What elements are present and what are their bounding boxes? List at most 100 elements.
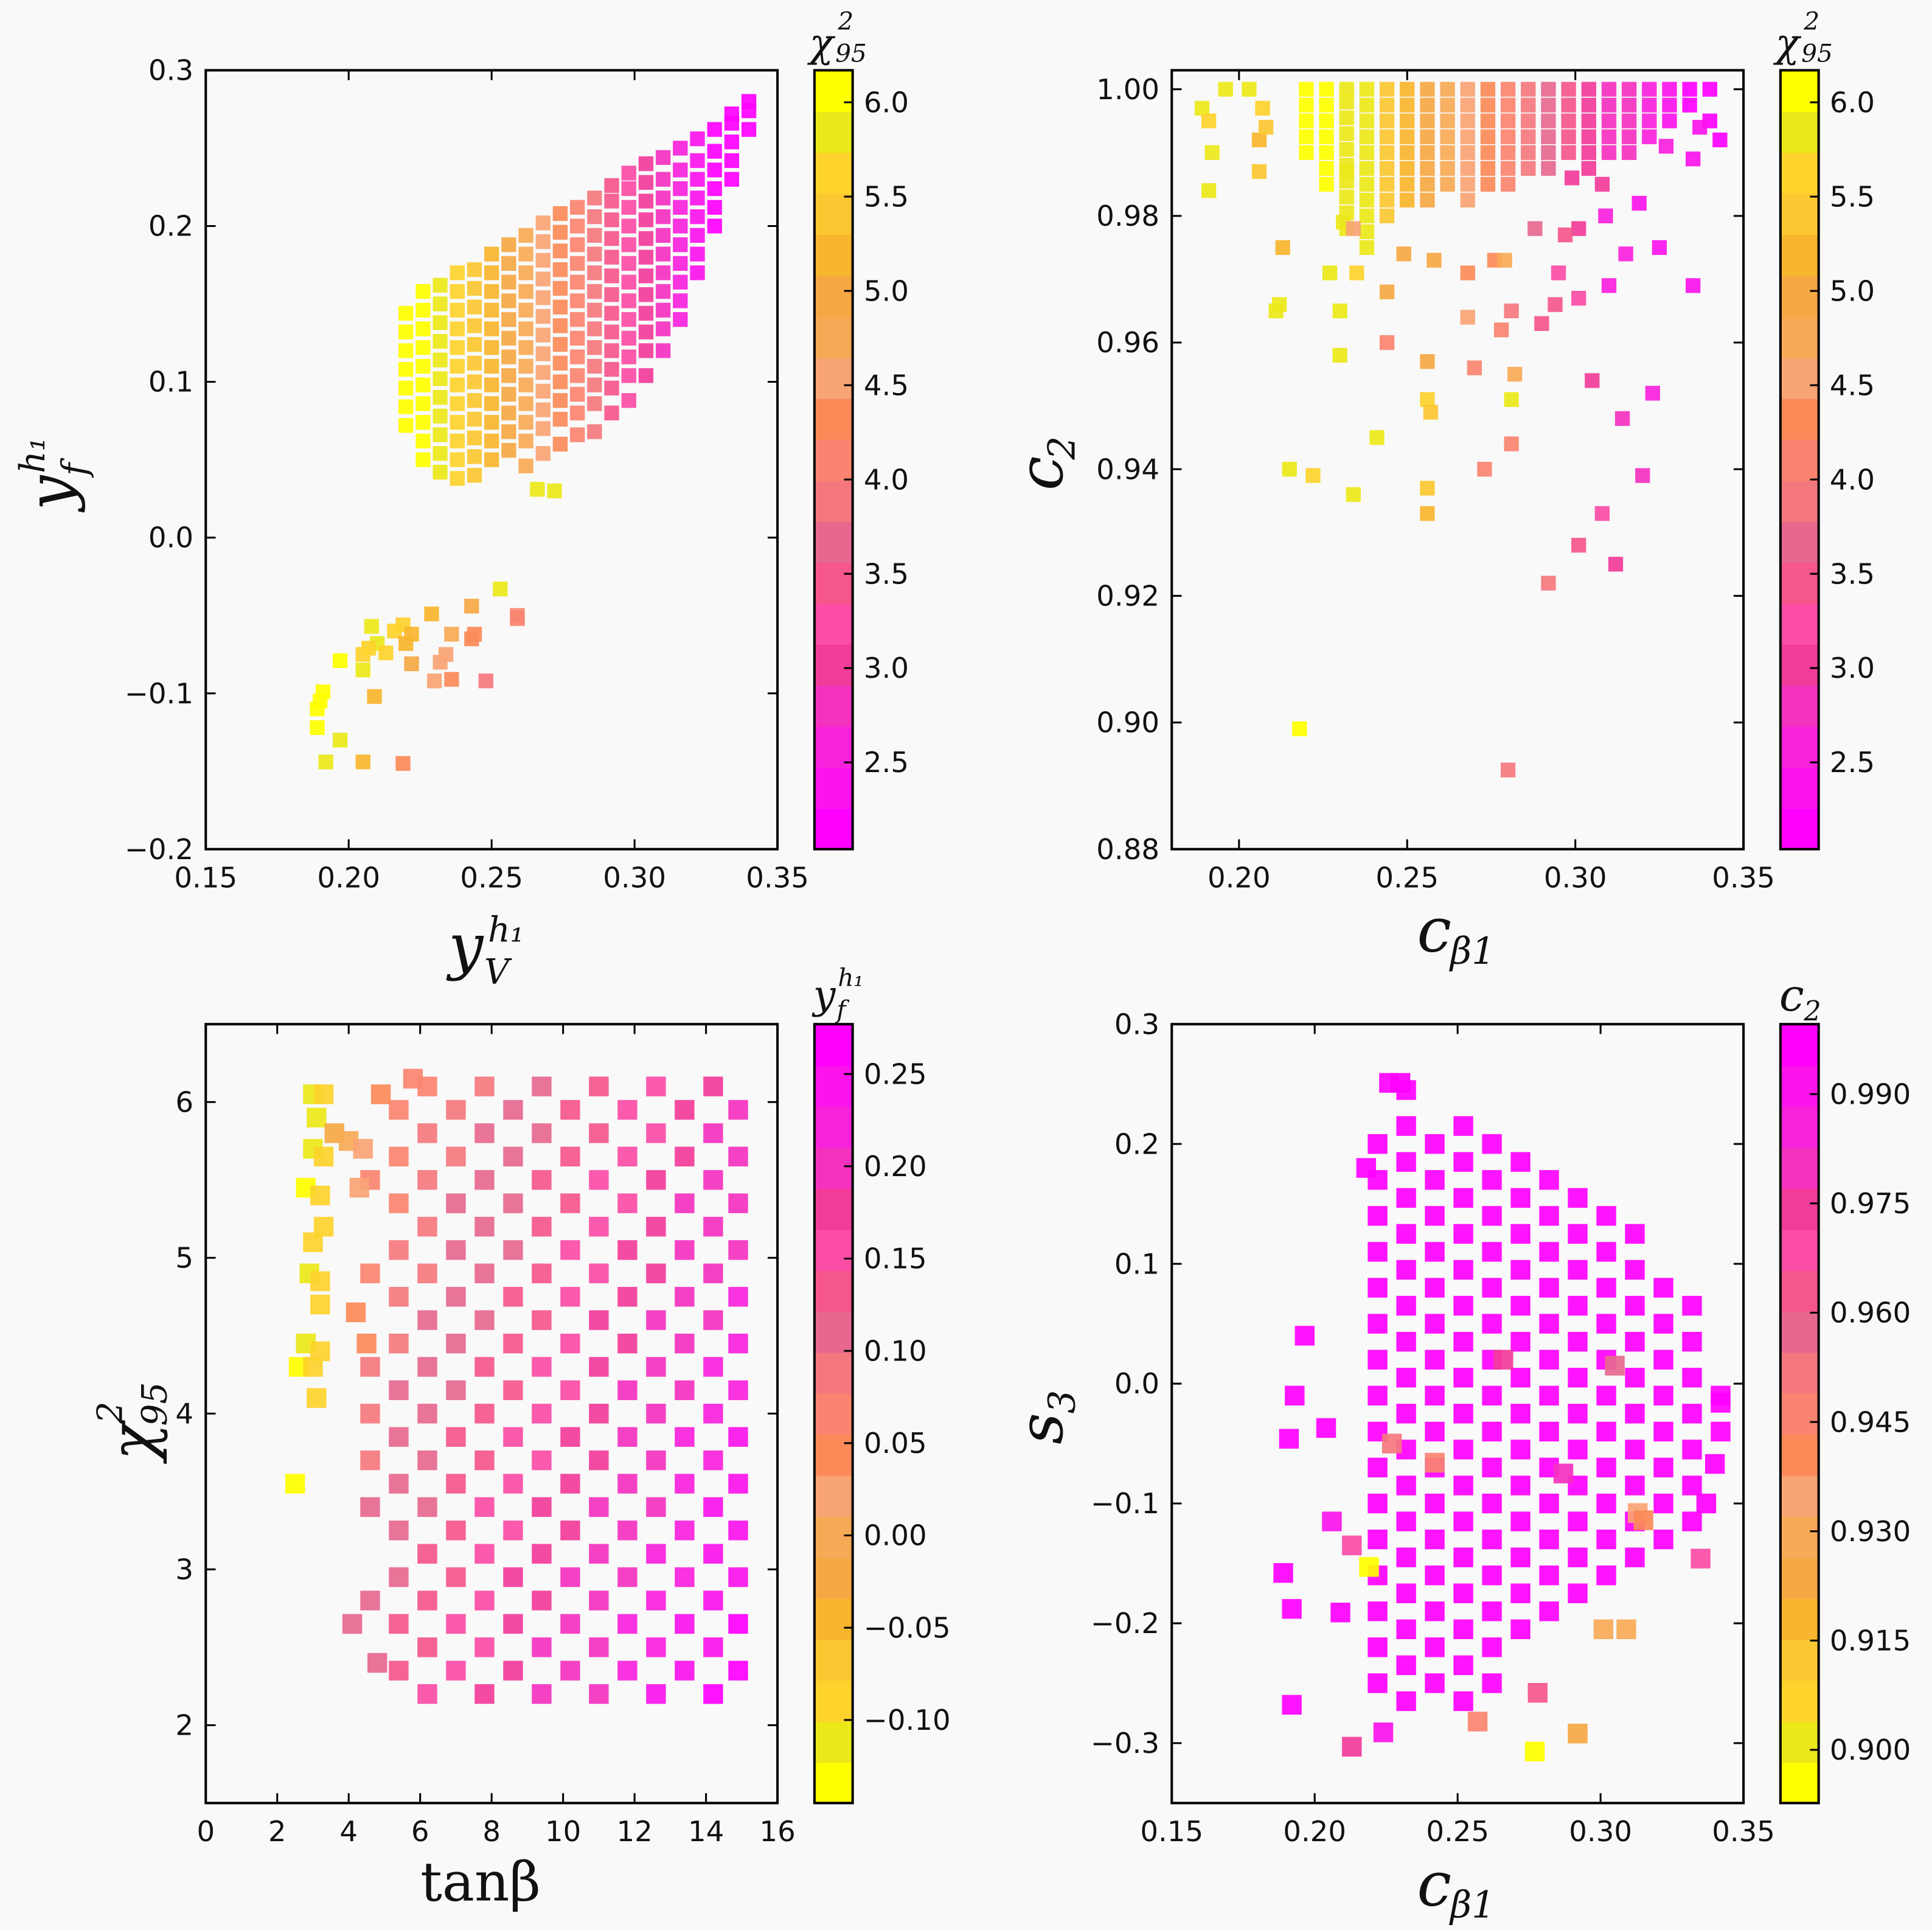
- scatter-point: [484, 358, 499, 374]
- y-tick-label: 5: [175, 1241, 193, 1274]
- scatter-point: [690, 131, 705, 147]
- scatter-point: [589, 1357, 609, 1377]
- scatter-point: [389, 1333, 409, 1354]
- y-tick-label: 0.0: [148, 521, 193, 554]
- scatter-point: [474, 1637, 495, 1657]
- scatter-point: [518, 228, 533, 243]
- x-tick-label: 0.15: [1140, 1815, 1203, 1848]
- scatter-point: [1568, 1259, 1588, 1280]
- scatter-point: [1440, 161, 1455, 176]
- scatter-point: [1581, 82, 1596, 97]
- scatter-point: [1653, 1385, 1673, 1406]
- x-tick-label: 0.35: [746, 861, 809, 894]
- scatter-point: [446, 1660, 466, 1681]
- scatter-point: [1359, 208, 1375, 224]
- scatter-point: [1425, 1314, 1445, 1334]
- scatter-point: [587, 228, 602, 243]
- scatter-point: [389, 1474, 409, 1494]
- scatter-point: [360, 1357, 380, 1377]
- scatter-point: [1453, 1655, 1473, 1676]
- scatter-point: [646, 1637, 666, 1657]
- colorbar-band: [1780, 1475, 1819, 1517]
- scatter-point: [433, 389, 448, 405]
- scatter-point: [1521, 129, 1536, 144]
- scatter-point: [1319, 176, 1334, 192]
- scatter-point: [501, 368, 516, 383]
- scatter-point: [417, 1544, 437, 1564]
- scatter-point: [1539, 1529, 1559, 1550]
- panel-3: 0 2 4 6 8 10 12 14 16 2 3 4 5 6 −0.10 −0.05 0.00 0.05 0.10…: [175, 1023, 951, 1848]
- scatter-point: [303, 1357, 323, 1377]
- scatter-point: [518, 246, 533, 262]
- scatter-point: [1568, 1331, 1588, 1352]
- scatter-point: [1596, 1385, 1616, 1406]
- scatter-point: [1510, 1152, 1531, 1172]
- scatter-point: [1339, 94, 1354, 110]
- scatter-point: [1453, 1440, 1473, 1460]
- scatter-point: [450, 265, 465, 280]
- scatter-point: [503, 1193, 523, 1213]
- scatter-point: [570, 349, 585, 364]
- scatter-point: [501, 349, 516, 364]
- colorbar-tick-label: 3.0: [864, 652, 909, 685]
- colorbar-frame: [1779, 69, 1820, 851]
- scatter-point: [1510, 1259, 1531, 1280]
- y-tick-label: −0.2: [1091, 1607, 1159, 1640]
- colorbar-band: [814, 1352, 853, 1394]
- scatter-point: [1682, 97, 1697, 113]
- scatter-point: [1527, 221, 1543, 236]
- scatter-point: [1596, 1457, 1616, 1478]
- scatter-point: [417, 1170, 437, 1190]
- scatter-point: [1453, 1691, 1473, 1712]
- scatter-point: [589, 1637, 609, 1657]
- scatter-point: [1272, 297, 1287, 312]
- scatter-point: [1581, 161, 1596, 176]
- scatter-point: [1704, 1454, 1725, 1474]
- scatter-point: [1621, 82, 1637, 97]
- colorbar-tick-label: 5.0: [1830, 274, 1875, 307]
- scatter-point: [690, 246, 705, 262]
- colorbar-tick-label: 4.0: [1830, 463, 1875, 496]
- scatter-point: [1682, 1331, 1702, 1352]
- colorbar-tick-label: 0.15: [864, 1242, 927, 1275]
- scatter-point: [1539, 1206, 1559, 1226]
- scatter-point: [1596, 1529, 1616, 1550]
- scatter-point: [1453, 1152, 1473, 1172]
- colorbar-band: [814, 726, 853, 768]
- scatter-point: [389, 1146, 409, 1167]
- colorbar-band: [1780, 152, 1819, 194]
- scatter-point: [655, 302, 671, 318]
- scatter-point: [638, 156, 654, 172]
- colorbar-band: [814, 398, 853, 441]
- scatter-point: [433, 427, 448, 442]
- colorbar-band: [814, 234, 853, 276]
- scatter-point: [532, 1684, 552, 1704]
- scatter-point: [646, 1544, 666, 1564]
- scatter-point: [1367, 1637, 1388, 1657]
- scatter-point: [310, 1294, 330, 1315]
- scatter-point: [446, 1146, 466, 1167]
- y-tick-label: −0.3: [1091, 1727, 1159, 1760]
- colorbar-tick-label: 0.00: [864, 1519, 927, 1552]
- scatter-point: [552, 243, 568, 259]
- y-tick-label: 0.1: [148, 366, 193, 399]
- scatter-point: [1539, 1385, 1559, 1406]
- scatter-point: [1504, 436, 1519, 451]
- scatter-point: [570, 293, 585, 308]
- scatter-point: [552, 355, 568, 371]
- scatter-point: [703, 1404, 723, 1424]
- scatter-point: [1294, 1326, 1315, 1346]
- scatter-point: [1482, 1457, 1502, 1478]
- scatter-point: [1477, 461, 1492, 477]
- scatter-point: [673, 274, 688, 290]
- colorbar-band: [814, 1311, 853, 1353]
- scatter-point: [1369, 430, 1385, 445]
- scatter-point: [518, 340, 533, 355]
- scatter-point: [450, 377, 465, 392]
- scatter-point: [1686, 152, 1701, 167]
- colorbar-band: [814, 1434, 853, 1476]
- scatter-point: [690, 172, 705, 187]
- scatter-point: [703, 1123, 723, 1143]
- scatter-point: [1500, 176, 1516, 192]
- y-tick-label: 0.3: [148, 54, 193, 87]
